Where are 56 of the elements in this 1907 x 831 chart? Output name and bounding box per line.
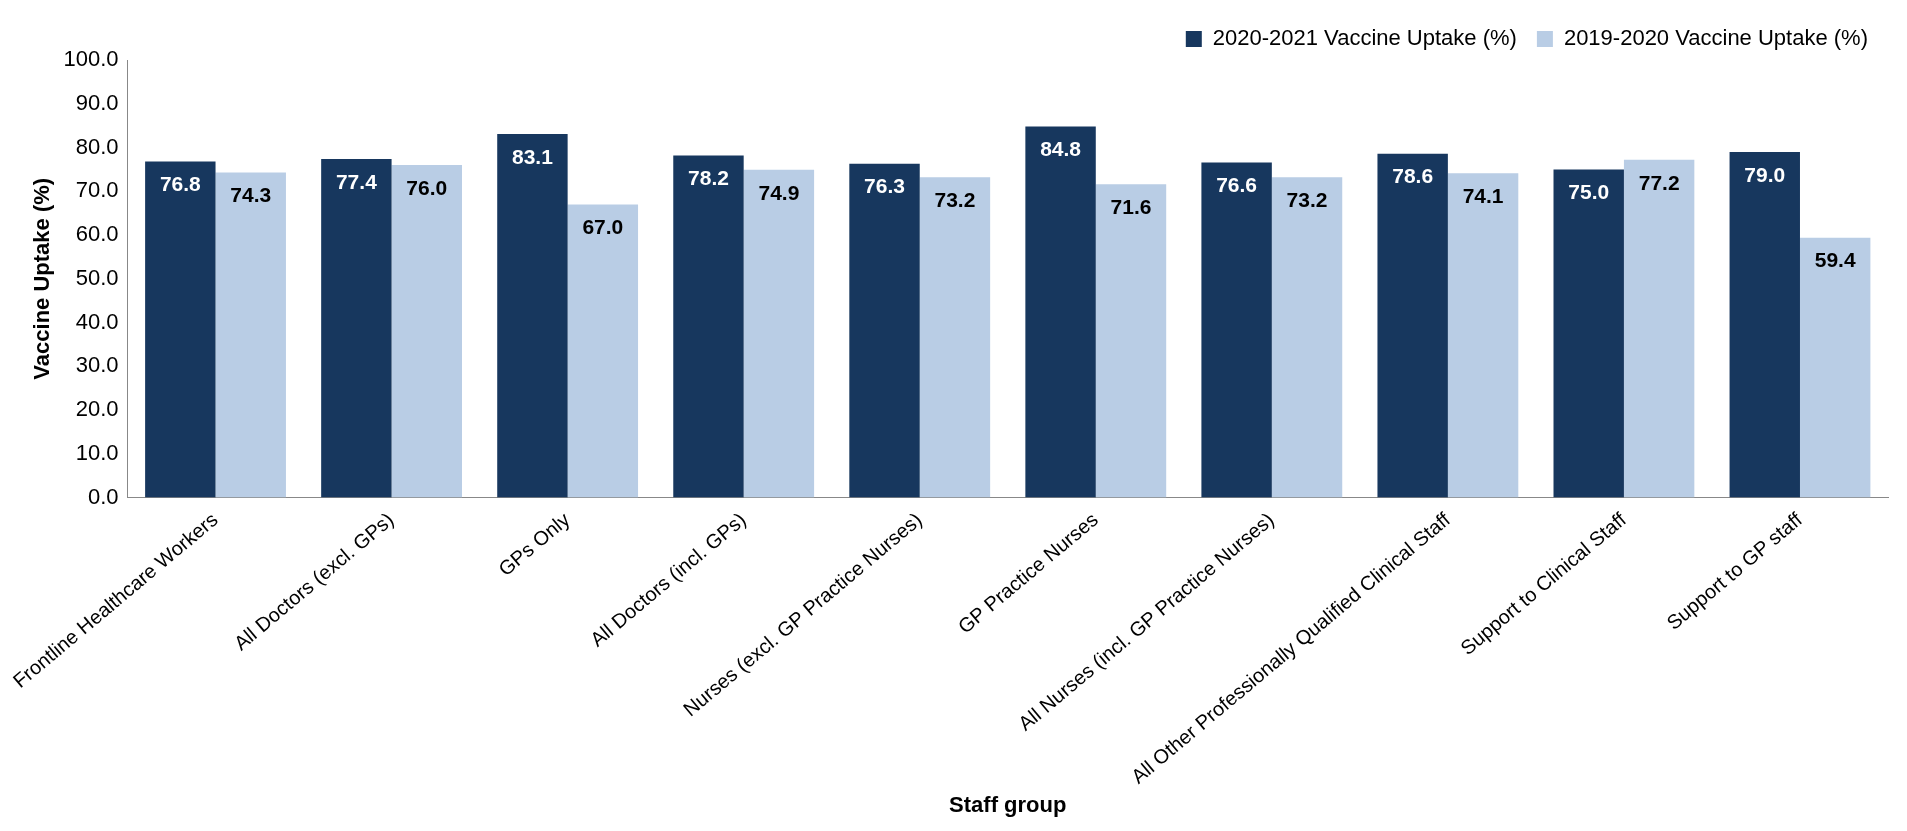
data-label: 59.4 <box>1814 248 1856 272</box>
bar <box>849 163 920 498</box>
bar <box>1447 173 1519 498</box>
data-label: 78.2 <box>688 166 729 190</box>
legend-label: 2019-2020 Vaccine Uptake (%) <box>1563 25 1869 51</box>
data-label: 76.8 <box>159 172 202 196</box>
y-tick-label: 60.0 <box>75 221 119 247</box>
bar <box>1799 237 1871 498</box>
bar <box>497 133 568 498</box>
data-label: 83.1 <box>511 144 554 168</box>
data-label: 84.8 <box>1040 137 1082 161</box>
bar <box>1623 159 1695 498</box>
bar <box>743 169 815 498</box>
data-label: 74.9 <box>758 180 800 204</box>
legend-label: 2020-2021 Vaccine Uptake (%) <box>1212 25 1517 51</box>
data-label: 77.2 <box>1638 170 1680 194</box>
data-label: 74.1 <box>1462 184 1504 208</box>
bar <box>1025 126 1096 498</box>
y-tick-label: 10.0 <box>75 439 119 465</box>
bar <box>145 161 216 498</box>
bar <box>919 177 991 498</box>
x-axis-title: Staff group <box>949 791 1067 817</box>
bar <box>1729 151 1800 498</box>
y-tick-label: 70.0 <box>75 177 119 203</box>
bar <box>1201 162 1272 498</box>
data-label: 76.3 <box>864 174 905 198</box>
y-tick-label: 90.0 <box>75 89 119 115</box>
x-tick-label: GPs Only <box>494 508 574 580</box>
bar <box>321 158 392 498</box>
data-label: 79.0 <box>1744 162 1786 186</box>
bar <box>1553 169 1624 498</box>
data-label: 74.3 <box>230 183 272 207</box>
y-axis-title: Vaccine Uptake (%) <box>29 177 55 380</box>
y-tick-label: 100.0 <box>63 46 119 72</box>
data-label: 75.0 <box>1568 180 1610 204</box>
y-tick-label: 40.0 <box>75 308 119 334</box>
data-label: 76.6 <box>1216 173 1258 197</box>
data-label: 73.2 <box>934 188 976 212</box>
bar <box>391 165 462 498</box>
data-label: 73.2 <box>1286 188 1328 212</box>
y-tick-label: 80.0 <box>75 133 119 159</box>
data-label: 78.6 <box>1392 164 1434 188</box>
bar <box>567 204 639 498</box>
bar <box>215 172 286 498</box>
bar <box>1377 153 1448 498</box>
bar <box>1271 177 1343 498</box>
y-tick-label: 0.0 <box>87 483 119 509</box>
data-label: 76.0 <box>406 175 448 199</box>
y-tick-label: 20.0 <box>75 396 119 422</box>
y-tick-label: 30.0 <box>75 352 119 378</box>
data-label: 67.0 <box>582 215 624 239</box>
data-label: 71.6 <box>1110 195 1152 219</box>
bar <box>1095 184 1167 498</box>
data-label: 77.4 <box>335 169 378 193</box>
bar <box>673 155 744 498</box>
y-tick-label: 50.0 <box>75 264 119 290</box>
